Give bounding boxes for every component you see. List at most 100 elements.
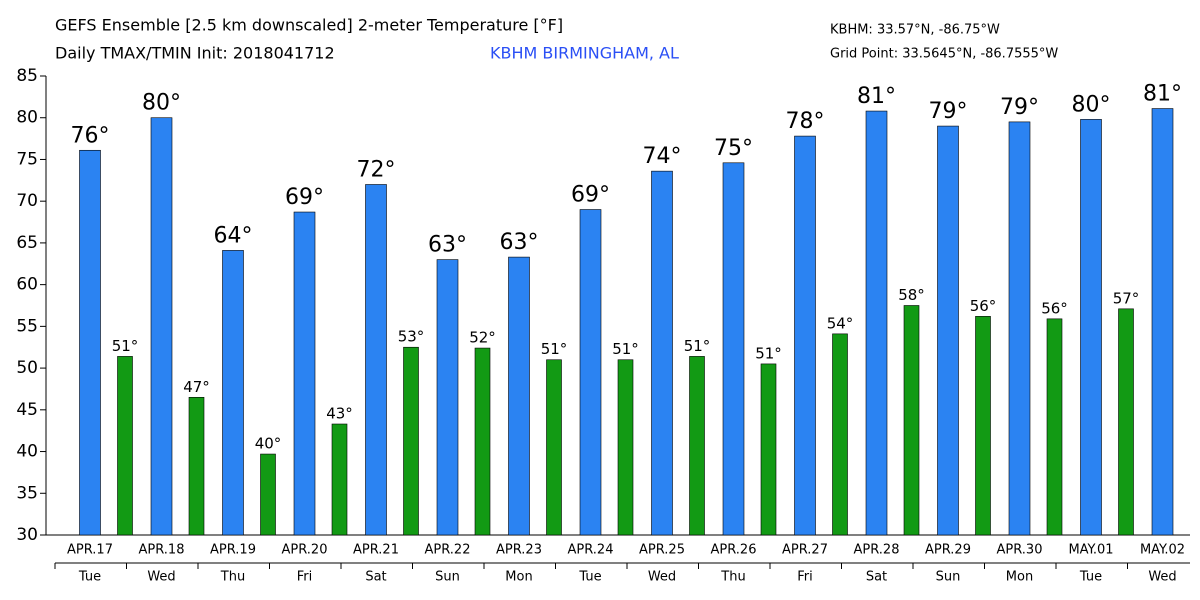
bar bbox=[293, 211, 316, 536]
weekday-label: Sun bbox=[936, 570, 961, 585]
data-label: 57° bbox=[1113, 289, 1140, 307]
x-tick-label: APR.17 bbox=[67, 543, 113, 558]
data-label: 51° bbox=[541, 340, 568, 358]
data-label: 53° bbox=[398, 328, 425, 346]
data-label: 72° bbox=[357, 157, 396, 182]
location: KBHM BIRMINGHAM, AL bbox=[490, 44, 679, 63]
bar bbox=[651, 170, 673, 536]
bar bbox=[1118, 308, 1134, 536]
bar bbox=[150, 117, 173, 536]
data-label: 51° bbox=[612, 340, 639, 358]
data-label: 69° bbox=[571, 183, 610, 208]
y-tick-label: 35 bbox=[16, 483, 38, 503]
y-tick-label: 50 bbox=[16, 358, 38, 378]
x-tick-label: APR.25 bbox=[639, 543, 685, 558]
weekday-label: Fri bbox=[297, 570, 313, 585]
data-label: 43° bbox=[326, 405, 353, 423]
bar bbox=[794, 135, 816, 536]
bar bbox=[508, 256, 530, 536]
bar bbox=[865, 110, 888, 536]
x-tick-label: APR.30 bbox=[997, 543, 1043, 558]
bar bbox=[832, 333, 848, 536]
data-label: 79° bbox=[1000, 95, 1039, 120]
data-label: 80° bbox=[1072, 92, 1111, 117]
bar bbox=[546, 359, 562, 536]
bar bbox=[760, 363, 777, 536]
data-label: 51° bbox=[684, 337, 711, 355]
y-tick-label: 40 bbox=[16, 442, 38, 462]
x-tick-label: MAY.02 bbox=[1140, 543, 1185, 558]
data-label: 56° bbox=[970, 297, 997, 315]
y-tick-label: 55 bbox=[16, 316, 38, 336]
data-label: 54° bbox=[827, 314, 854, 332]
station-coords: KBHM: 33.57°N, -86.75°W bbox=[830, 23, 1000, 38]
data-label: 81° bbox=[1143, 82, 1182, 107]
x-tick-label: APR.23 bbox=[496, 543, 542, 558]
bar bbox=[903, 305, 920, 536]
data-label: 76° bbox=[71, 123, 110, 148]
y-tick-label: 30 bbox=[16, 525, 38, 545]
x-tick-label: MAY.01 bbox=[1068, 543, 1113, 558]
bar bbox=[975, 316, 991, 536]
x-tick-label: APR.24 bbox=[568, 543, 614, 558]
bar bbox=[260, 453, 276, 536]
y-tick-label: 60 bbox=[16, 275, 38, 295]
weekday-label: Fri bbox=[797, 570, 813, 585]
x-tick-label: APR.27 bbox=[782, 543, 828, 558]
data-label: 79° bbox=[929, 99, 968, 124]
weekday-label: Wed bbox=[1148, 570, 1176, 585]
x-tick-label: APR.20 bbox=[282, 543, 328, 558]
weekday-label: Thu bbox=[720, 570, 745, 585]
weekday-label: Tue bbox=[78, 570, 101, 585]
bar bbox=[617, 359, 634, 536]
chart-title: GEFS Ensemble [2.5 km downscaled] 2-mete… bbox=[55, 16, 563, 35]
x-tick-label: APR.26 bbox=[711, 543, 757, 558]
bar bbox=[689, 356, 705, 536]
y-tick-label: 75 bbox=[16, 149, 38, 169]
data-label: 63° bbox=[428, 233, 467, 258]
data-label: 58° bbox=[898, 286, 925, 304]
data-label: 52° bbox=[469, 329, 496, 347]
weekday-label: Sat bbox=[365, 570, 386, 585]
x-tick-label: APR.21 bbox=[353, 543, 399, 558]
bar bbox=[222, 250, 244, 536]
bar bbox=[937, 125, 959, 536]
data-label: 40° bbox=[255, 435, 282, 453]
data-label: 47° bbox=[183, 378, 210, 396]
weekday-label: Mon bbox=[505, 570, 532, 585]
bar bbox=[474, 347, 491, 536]
bar bbox=[1080, 119, 1102, 536]
bar bbox=[436, 259, 459, 536]
weekday-label: Wed bbox=[648, 570, 676, 585]
y-tick-label: 45 bbox=[16, 400, 38, 420]
grid-point: Grid Point: 33.5645°N, -86.7555°W bbox=[830, 47, 1058, 62]
bar bbox=[365, 184, 387, 536]
bar bbox=[331, 423, 348, 536]
y-tick-label: 80 bbox=[16, 108, 38, 128]
bar bbox=[188, 396, 205, 536]
bar bbox=[579, 209, 602, 536]
bar bbox=[1008, 121, 1031, 536]
bar bbox=[1046, 318, 1063, 536]
bar bbox=[79, 149, 101, 536]
weekday-label: Sun bbox=[435, 570, 460, 585]
weekday-label: Tue bbox=[1079, 570, 1102, 585]
data-label: 51° bbox=[755, 344, 782, 362]
y-tick-label: 65 bbox=[16, 233, 38, 253]
weekday-label: Sat bbox=[866, 570, 887, 585]
data-label: 75° bbox=[714, 136, 753, 161]
bar bbox=[722, 162, 745, 536]
x-tick-label: APR.22 bbox=[425, 543, 471, 558]
data-label: 56° bbox=[1041, 299, 1068, 317]
data-label: 81° bbox=[857, 84, 896, 109]
y-tick-label: 85 bbox=[16, 66, 38, 86]
chart-subtitle: Daily TMAX/TMIN Init: 2018041712 bbox=[55, 44, 335, 63]
data-label: 78° bbox=[786, 109, 825, 134]
weekday-label: Mon bbox=[1006, 570, 1033, 585]
bar bbox=[403, 346, 419, 536]
data-label: 74° bbox=[643, 144, 682, 169]
weekday-label: Thu bbox=[220, 570, 245, 585]
data-label: 51° bbox=[112, 337, 139, 355]
x-tick-label: APR.18 bbox=[139, 543, 185, 558]
